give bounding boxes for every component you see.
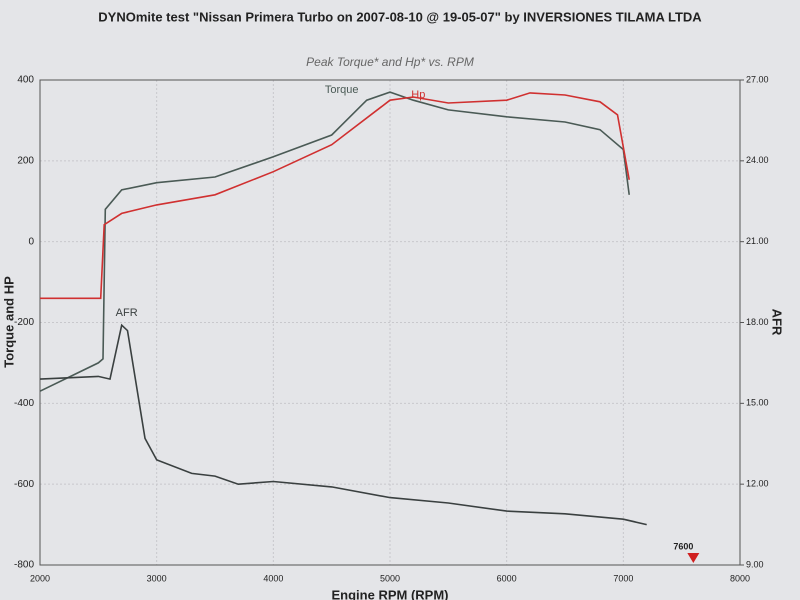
y2-tick-label: 12.00 — [746, 479, 769, 489]
y-tick-label: -400 — [14, 398, 34, 409]
y2-tick-label: 18.00 — [746, 317, 769, 327]
plot-frame — [39, 79, 741, 566]
x-tick-label: 3000 — [147, 573, 167, 583]
series-label: Torque — [325, 84, 359, 96]
y-tick-label: -600 — [14, 479, 34, 490]
series-line — [39, 323, 647, 526]
series-line — [39, 91, 630, 392]
chart-subtitle: Peak Torque* and Hp* vs. RPM — [306, 55, 474, 69]
rpm-marker-label: 7600 — [673, 541, 693, 551]
series-line — [40, 92, 630, 300]
y-tick-label: 200 — [17, 155, 34, 166]
y-axis-title: Torque and HP — [1, 276, 16, 368]
x-tick-label: 8000 — [730, 573, 750, 583]
y2-tick-label: 24.00 — [746, 155, 769, 165]
y-tick-label: -800 — [14, 560, 34, 571]
y-tick-label: 0 — [28, 236, 34, 247]
y2-tick-label: 21.00 — [746, 236, 769, 246]
y2-tick-label: 9.00 — [746, 559, 764, 569]
y2-axis-title: AFR — [770, 309, 785, 336]
x-tick-label: 6000 — [497, 573, 517, 583]
x-tick-label: 2000 — [30, 573, 50, 583]
y2-tick-label: 15.00 — [746, 398, 769, 408]
x-axis-title: Engine RPM (RPM) — [332, 587, 449, 600]
y-tick-label: -200 — [14, 317, 34, 328]
series-label: Hp — [411, 89, 425, 101]
x-tick-label: 4000 — [263, 573, 283, 583]
y2-tick-label: 27.00 — [746, 74, 769, 84]
y-tick-label: 400 — [17, 75, 34, 86]
rpm-marker — [687, 553, 700, 563]
series-label: AFR — [116, 307, 138, 319]
x-tick-label: 5000 — [380, 573, 400, 583]
chart-title: DYNOmite test "Nissan Primera Turbo on 2… — [98, 9, 702, 24]
x-tick-label: 7000 — [613, 573, 633, 583]
